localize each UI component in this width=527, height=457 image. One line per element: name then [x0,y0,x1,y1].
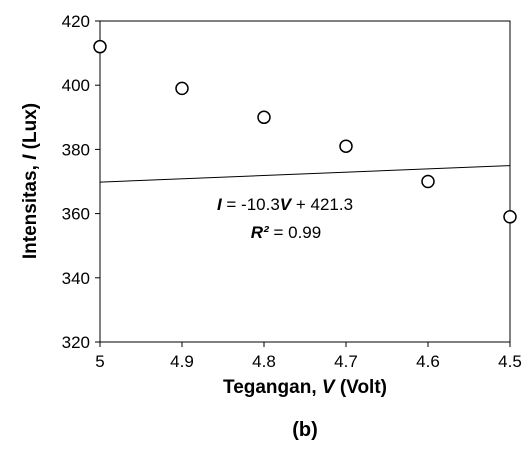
data-point [503,210,517,224]
x-tick-label: 5 [95,352,104,371]
data-point [421,174,435,189]
panel-label: (b) [292,419,318,441]
r-squared: R² = 0.99 [251,223,321,242]
x-tick-label: 4.8 [252,352,276,371]
equation-mid: = -10.3 [222,195,280,214]
regression-equation: I = -10.3V + 421.3 [217,195,353,214]
y-axis-title-suffix: (Lux) [20,103,41,155]
y-axis-title-prefix: Intensitas, [20,160,41,259]
y-tick-label: 320 [62,333,90,352]
y-tick-label: 400 [62,76,90,95]
trendline [99,165,511,183]
equation-var-v: V [280,195,293,214]
data-point [339,139,353,153]
r-squared-label: R² [251,223,270,242]
data-point [175,81,189,96]
x-tick-label: 4.6 [416,352,440,371]
x-tick-label: 4.5 [498,352,522,371]
data-point [93,39,107,54]
x-tick-label: 4.9 [170,352,194,371]
r-squared-value: = 0.99 [269,223,321,242]
y-tick-label: 420 [62,12,90,31]
x-axis-title-suffix: (Volt) [335,377,387,398]
y-tick-label: 340 [62,269,90,288]
data-points [93,39,517,224]
x-axis-ticks: 5 4.9 4.8 4.7 4.6 4.5 [95,342,522,371]
y-axis-title: Intensitas, I (Lux) [20,103,41,259]
data-point [257,110,271,125]
equation-var-i: I [217,195,223,214]
x-axis-title-var: V [322,377,336,398]
plot-area-frame [99,20,511,343]
x-axis-title: Tegangan, V (Volt) [223,377,387,398]
y-axis-title-var: I [20,154,41,160]
y-tick-label: 380 [62,140,90,159]
y-tick-label: 360 [62,205,90,224]
equation-end: + 421.3 [291,195,353,214]
x-axis-title-prefix: Tegangan, [223,377,322,398]
x-tick-label: 4.7 [334,352,358,371]
y-axis-ticks: 320 340 360 380 400 420 [62,12,100,352]
